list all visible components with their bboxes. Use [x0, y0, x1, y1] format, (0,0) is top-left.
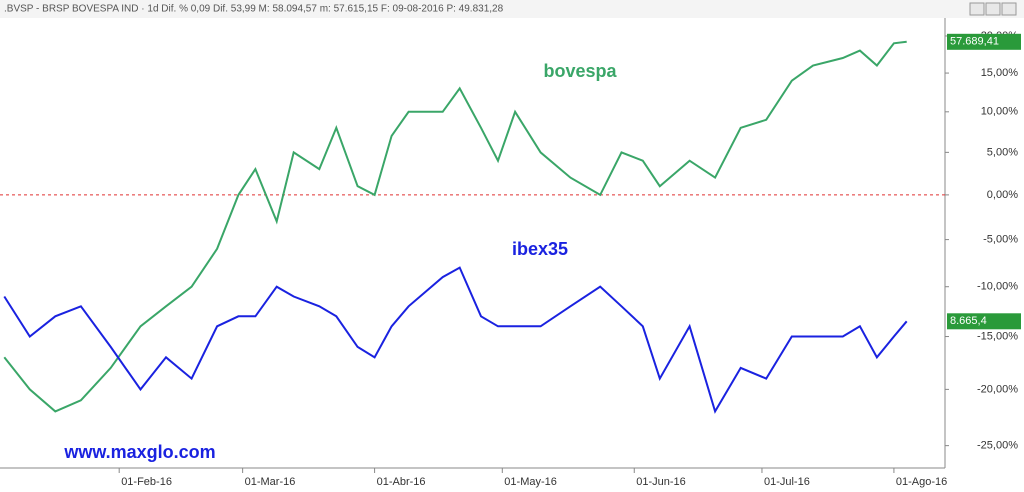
series-line — [3, 40, 907, 413]
price-label: 57.689,41 — [950, 36, 999, 48]
y-tick-label: -10,00% — [977, 281, 1018, 293]
header-bar — [0, 0, 1024, 18]
window-close[interactable] — [1001, 2, 1017, 16]
price-label: 8.665,4 — [950, 315, 987, 327]
y-tick-label: 0,00% — [987, 189, 1018, 201]
x-tick-label: 01-Mar-16 — [245, 476, 296, 488]
series-line — [3, 266, 908, 414]
x-tick-label: 01-Abr-16 — [377, 476, 426, 488]
price-box — [947, 33, 1021, 50]
price-box — [947, 313, 1021, 330]
y-tick-label: 15,00% — [981, 67, 1019, 79]
header-title: .BVSP - BRSP BOVESPA IND · 1d Dif. % 0,0… — [4, 4, 504, 15]
annotation: www.maxglo.com — [63, 442, 215, 462]
x-tick-label: 01-Jun-16 — [636, 476, 686, 488]
series-name: bovespa — [543, 61, 617, 81]
x-tick-label: 01-May-16 — [504, 476, 557, 488]
x-tick-label: 01-Ago-16 — [896, 476, 947, 488]
y-tick-label: -25,00% — [977, 440, 1018, 452]
x-tick-label: 01-Feb-16 — [121, 476, 172, 488]
window-max[interactable] — [985, 2, 1001, 16]
series-name: ibex35 — [512, 239, 568, 259]
window-min[interactable] — [969, 2, 985, 16]
y-tick-label: 10,00% — [981, 106, 1019, 118]
y-tick-label: -20,00% — [977, 383, 1018, 395]
y-tick-label: -5,00% — [983, 234, 1018, 246]
y-tick-label: -15,00% — [977, 330, 1018, 342]
x-tick-label: 01-Jul-16 — [764, 476, 810, 488]
y-tick-label: 5,00% — [987, 146, 1018, 158]
